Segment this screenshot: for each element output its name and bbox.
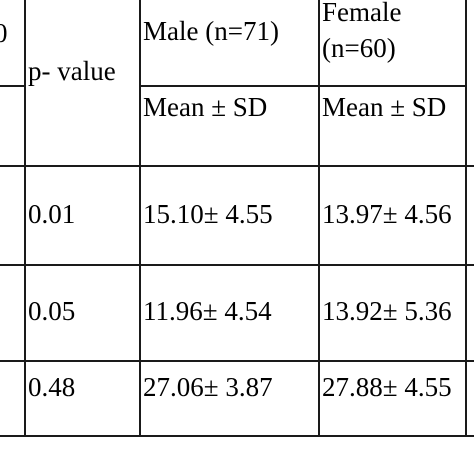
table-cell-female: 13.92± 5.36 — [322, 296, 452, 326]
table-horizontal-rule — [0, 264, 474, 266]
table-horizontal-rule — [0, 360, 474, 362]
pvalue-header: p- value — [28, 56, 116, 86]
table-vertical-rule — [24, 0, 26, 437]
table-cell-male: 15.10± 4.55 — [143, 199, 273, 229]
male-header: Male (n=71) — [143, 16, 279, 46]
table-horizontal-rule — [139, 85, 467, 87]
male-stat-header: Mean ± SD — [143, 92, 268, 122]
table-cell-female: 27.88± 4.55 — [322, 372, 452, 402]
table-vertical-rule — [318, 0, 320, 437]
female-stat-header: Mean ± SD — [322, 92, 447, 122]
table-vertical-rule — [139, 0, 141, 437]
table-cell-pvalue: 0.05 — [28, 296, 76, 326]
table-horizontal-rule — [0, 435, 474, 437]
table-horizontal-rule — [0, 165, 474, 167]
table-cell-pvalue: 0.01 — [28, 199, 76, 229]
table-cell-female: 13.97± 4.56 — [322, 199, 452, 229]
table-cell-pvalue: 0.48 — [28, 372, 76, 402]
left-header-fragment: 0 — [0, 18, 8, 48]
table-cell-male: 27.06± 3.87 — [143, 372, 273, 402]
female-header-line1: Female — [322, 0, 402, 27]
table-vertical-rule — [465, 0, 467, 437]
female-header-line2: (n=60) — [322, 33, 396, 63]
table-horizontal-rule — [0, 85, 24, 87]
table-cell-male: 11.96± 4.54 — [143, 296, 272, 326]
